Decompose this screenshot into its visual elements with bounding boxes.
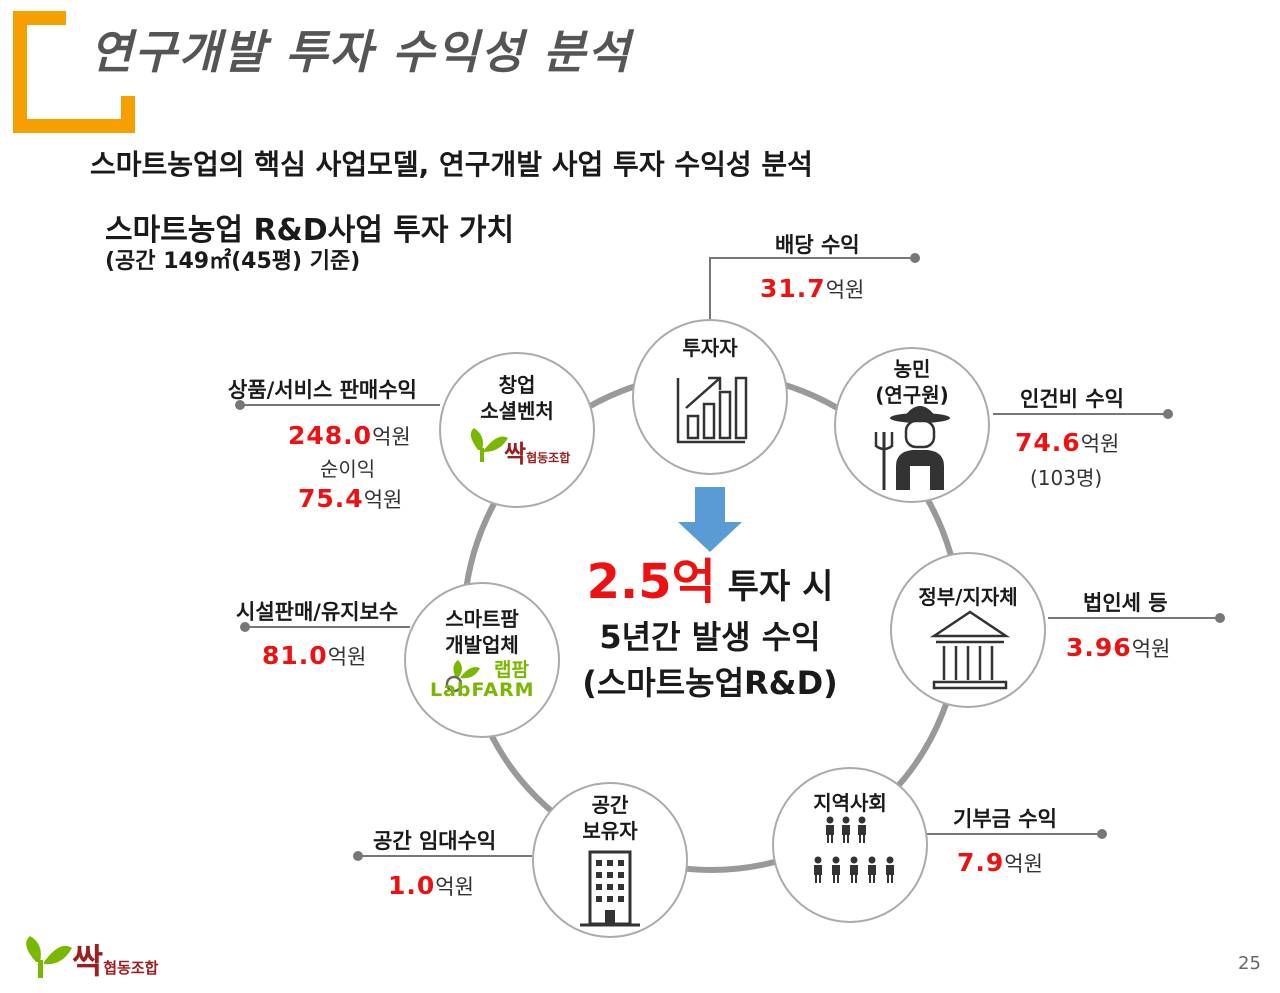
node-developer-label-line2: 개발업체 xyxy=(445,633,519,657)
node-owner-label: 공간 보유자 xyxy=(560,792,660,844)
page-subtitle: 스마트농업의 핵심 사업모델, 연구개발 사업 투자 수익성 분석 xyxy=(90,148,813,181)
sales-value-row: 248.0억원 xyxy=(288,421,411,451)
section-title: 스마트농업 R&D사업 투자 가치 xyxy=(105,213,515,248)
center-suffix: 투자 시 xyxy=(715,567,834,607)
startup-logo-ko: 싹 xyxy=(504,440,527,468)
donation-label: 기부금 수익 xyxy=(953,807,1057,831)
center-summary: 2.5억 투자 시 5년간 발생 수익 (스마트농업R&D) xyxy=(540,555,880,706)
node-investor-label: 투자자 xyxy=(682,336,738,360)
sales-label: 상품/서비스 판매수익 xyxy=(228,378,417,402)
dividend-label: 배당 수익 xyxy=(775,233,860,257)
dividend-unit: 억원 xyxy=(825,278,865,302)
node-farmer-label-line2: (연구원) xyxy=(875,383,949,407)
page-number: 25 xyxy=(1238,953,1261,974)
node-gov-circle xyxy=(890,552,1046,708)
labfarm-logo: 랩팜 LabFARM xyxy=(430,659,558,700)
labor-value-row: 74.6억원 xyxy=(1015,428,1119,458)
node-owner-label-line2: 보유자 xyxy=(582,819,638,843)
sales-net-label: 순이익 xyxy=(320,457,376,481)
labor-value: 74.6 xyxy=(1015,428,1081,457)
tax-value: 3.96 xyxy=(1066,633,1132,662)
rent-value-row: 1.0억원 xyxy=(388,871,474,901)
footer-sprout-icon xyxy=(26,936,72,978)
facility-unit: 억원 xyxy=(327,645,367,669)
node-gov-label: 정부/지자체 xyxy=(918,585,1018,609)
bar-chart-icon xyxy=(676,376,748,444)
labor-label: 인건비 수익 xyxy=(1020,387,1124,411)
section-note: (공간 149㎡(45평) 기준) xyxy=(105,249,361,274)
tax-value-row: 3.96억원 xyxy=(1066,633,1170,663)
node-startup-label-line1: 창업 xyxy=(498,373,536,397)
dividend-value-row: 31.7억원 xyxy=(760,274,864,304)
startup-logo-sub: 협동조합 xyxy=(526,451,571,465)
labfarm-logo-ko: 랩팜 xyxy=(494,659,529,681)
node-community-circle xyxy=(772,767,928,923)
government-building-icon xyxy=(929,610,1011,690)
rent-label: 공간 임대수익 xyxy=(373,829,497,853)
labor-note: (103명) xyxy=(1030,466,1103,490)
rent-unit: 억원 xyxy=(435,875,474,899)
donation-unit: 억원 xyxy=(1004,852,1043,876)
node-community-label: 지역사회 xyxy=(813,791,887,815)
sales-value: 248.0 xyxy=(288,421,373,450)
donation-value: 7.9 xyxy=(957,848,1005,877)
labor-unit: 억원 xyxy=(1080,432,1120,456)
sales-unit: 억원 xyxy=(372,425,411,449)
node-developer-label-line1: 스마트팜 xyxy=(445,607,519,631)
footer-logo: 싹협동조합 xyxy=(72,934,158,983)
dividend-value: 31.7 xyxy=(760,274,826,303)
center-line3: (스마트농업R&D) xyxy=(582,664,838,702)
sales-net-unit: 억원 xyxy=(363,488,403,512)
center-amount: 2.5억 xyxy=(586,554,716,610)
community-people-icon xyxy=(814,816,894,883)
node-farmer-label: 농민 (연구원) xyxy=(852,356,972,408)
sales-net-value: 75.4 xyxy=(298,484,364,513)
footer-logo-ko: 싹 xyxy=(72,942,104,982)
tax-label: 법인세 등 xyxy=(1083,591,1168,615)
labfarm-logo-en: LabFARM xyxy=(430,679,535,701)
node-startup-label-line2: 소셜벤처 xyxy=(480,399,554,423)
page-title: 연구개발 투자 수익성 분석 xyxy=(90,25,632,79)
connector-dots xyxy=(235,253,1225,861)
footer-logo-sub: 협동조합 xyxy=(103,959,159,977)
title-bracket xyxy=(13,11,135,133)
node-startup-circle xyxy=(439,352,595,508)
node-developer-label: 스마트팜 개발업체 xyxy=(422,606,542,658)
tax-unit: 억원 xyxy=(1131,637,1171,661)
node-farmer-label-line1: 농민 xyxy=(893,357,931,381)
sales-net-value-row: 75.4억원 xyxy=(298,484,402,514)
facility-value: 81.0 xyxy=(262,641,328,670)
startup-sprout-icon xyxy=(470,428,508,462)
center-line2: 5년간 발생 수익 xyxy=(599,618,821,656)
node-investor-circle xyxy=(632,319,788,475)
donation-value-row: 7.9억원 xyxy=(957,848,1043,878)
facility-value-row: 81.0억원 xyxy=(262,641,366,671)
node-startup-label: 창업 소셜벤처 xyxy=(457,372,577,424)
rent-value: 1.0 xyxy=(388,871,436,900)
farmer-icon xyxy=(874,406,950,490)
office-building-icon xyxy=(580,850,640,927)
node-owner-label-line1: 공간 xyxy=(591,793,629,817)
node-developer-circle xyxy=(404,582,560,738)
labfarm-sprout-icon xyxy=(445,660,480,693)
facility-label: 시설판매/유지보수 xyxy=(236,600,399,624)
connector-lines xyxy=(240,257,1220,857)
startup-logo: 싹협동조합 xyxy=(504,434,570,469)
down-arrow xyxy=(678,487,742,552)
